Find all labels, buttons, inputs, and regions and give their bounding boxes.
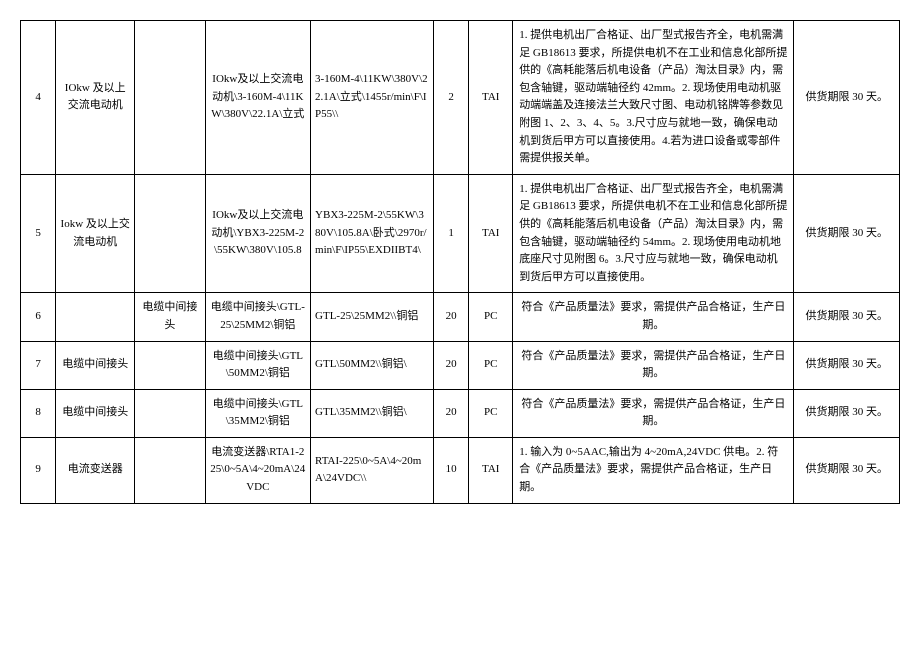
cell-req: 符合《产品质量法》要求，需提供产品合格证，生产日期。 xyxy=(513,341,794,389)
cell-req: 符合《产品质量法》要求，需提供产品合格证，生产日期。 xyxy=(513,293,794,341)
cell-idx: 4 xyxy=(21,21,56,175)
cell-model: GTL\35MM2\\铜铝\ xyxy=(311,389,434,437)
cell-req: 1. 输入为 0~5AAC,输出为 4~20mA,24VDC 供电。2. 符合《… xyxy=(513,437,794,503)
cell-name: Iokw 及以上交流电动机 xyxy=(56,174,135,293)
cell-req: 1. 提供电机出厂合格证、出厂型式报告齐全，电机需满足 GB18613 要求，所… xyxy=(513,21,794,175)
table-row: 7 电缆中间接头 电缆中间接头\GTL\50MM2\铜铝 GTL\50MM2\\… xyxy=(21,341,900,389)
cell-model: YBX3-225M-2\55KW\380V\105.8A\卧式\2970r/mi… xyxy=(311,174,434,293)
cell-spec: 电缆中间接头\GTL\35MM2\铜铝 xyxy=(205,389,310,437)
cell-idx: 6 xyxy=(21,293,56,341)
cell-qty: 2 xyxy=(434,21,469,175)
cell-name: 电缆中间接头 xyxy=(56,389,135,437)
table-row: 4 IOkw 及以上交流电动机 IOkw及以上交流电动机\3-160M-4\11… xyxy=(21,21,900,175)
cell-req: 符合《产品质量法》要求，需提供产品合格证，生产日期。 xyxy=(513,389,794,437)
table-row: 5 Iokw 及以上交流电动机 IOkw及以上交流电动机\YBX3-225M-2… xyxy=(21,174,900,293)
cell-spec: IOkw及以上交流电动机\3-160M-4\11KW\380V\22.1A\立式 xyxy=(205,21,310,175)
cell-spec: IOkw及以上交流电动机\YBX3-225M-2\55KW\380V\105.8 xyxy=(205,174,310,293)
cell-spec: 电流变送器\RTA1-225\0~5A\4~20mA\24VDC xyxy=(205,437,310,503)
cell-deliv: 供货期限 30 天。 xyxy=(794,341,900,389)
cell-name2 xyxy=(135,174,205,293)
cell-model: 3-160M-4\11KW\380V\22.1A\立式\1455r/min\F\… xyxy=(311,21,434,175)
cell-name2 xyxy=(135,437,205,503)
cell-unit: TAI xyxy=(469,174,513,293)
cell-model: RTAI-225\0~5A\4~20mA\24VDC\\ xyxy=(311,437,434,503)
cell-model: GTL-25\25MM2\\铜铝 xyxy=(311,293,434,341)
cell-deliv: 供货期限 30 天。 xyxy=(794,293,900,341)
spec-table: 4 IOkw 及以上交流电动机 IOkw及以上交流电动机\3-160M-4\11… xyxy=(20,20,900,504)
cell-idx: 5 xyxy=(21,174,56,293)
table-row: 8 电缆中间接头 电缆中间接头\GTL\35MM2\铜铝 GTL\35MM2\\… xyxy=(21,389,900,437)
cell-name2 xyxy=(135,341,205,389)
cell-qty: 20 xyxy=(434,389,469,437)
cell-name: 电缆中间接头 xyxy=(56,341,135,389)
cell-req: 1. 提供电机出厂合格证、出厂型式报告齐全，电机需满足 GB18613 要求，所… xyxy=(513,174,794,293)
cell-unit: PC xyxy=(469,293,513,341)
cell-unit: PC xyxy=(469,389,513,437)
cell-idx: 9 xyxy=(21,437,56,503)
cell-idx: 7 xyxy=(21,341,56,389)
cell-qty: 10 xyxy=(434,437,469,503)
cell-name: 电流变送器 xyxy=(56,437,135,503)
cell-deliv: 供货期限 30 天。 xyxy=(794,21,900,175)
cell-qty: 20 xyxy=(434,293,469,341)
cell-idx: 8 xyxy=(21,389,56,437)
cell-unit: TAI xyxy=(469,437,513,503)
cell-spec: 电缆中间接头\GTL-25\25MM2\铜铝 xyxy=(205,293,310,341)
cell-name2: 电缆中间接头 xyxy=(135,293,205,341)
cell-name xyxy=(56,293,135,341)
cell-name: IOkw 及以上交流电动机 xyxy=(56,21,135,175)
cell-unit: PC xyxy=(469,341,513,389)
cell-model: GTL\50MM2\\铜铝\ xyxy=(311,341,434,389)
cell-deliv: 供货期限 30 天。 xyxy=(794,389,900,437)
cell-spec: 电缆中间接头\GTL\50MM2\铜铝 xyxy=(205,341,310,389)
cell-qty: 1 xyxy=(434,174,469,293)
cell-deliv: 供货期限 30 天。 xyxy=(794,437,900,503)
cell-unit: TAI xyxy=(469,21,513,175)
cell-name2 xyxy=(135,21,205,175)
table-row: 9 电流变送器 电流变送器\RTA1-225\0~5A\4~20mA\24VDC… xyxy=(21,437,900,503)
table-row: 6 电缆中间接头 电缆中间接头\GTL-25\25MM2\铜铝 GTL-25\2… xyxy=(21,293,900,341)
cell-name2 xyxy=(135,389,205,437)
cell-qty: 20 xyxy=(434,341,469,389)
cell-deliv: 供货期限 30 天。 xyxy=(794,174,900,293)
